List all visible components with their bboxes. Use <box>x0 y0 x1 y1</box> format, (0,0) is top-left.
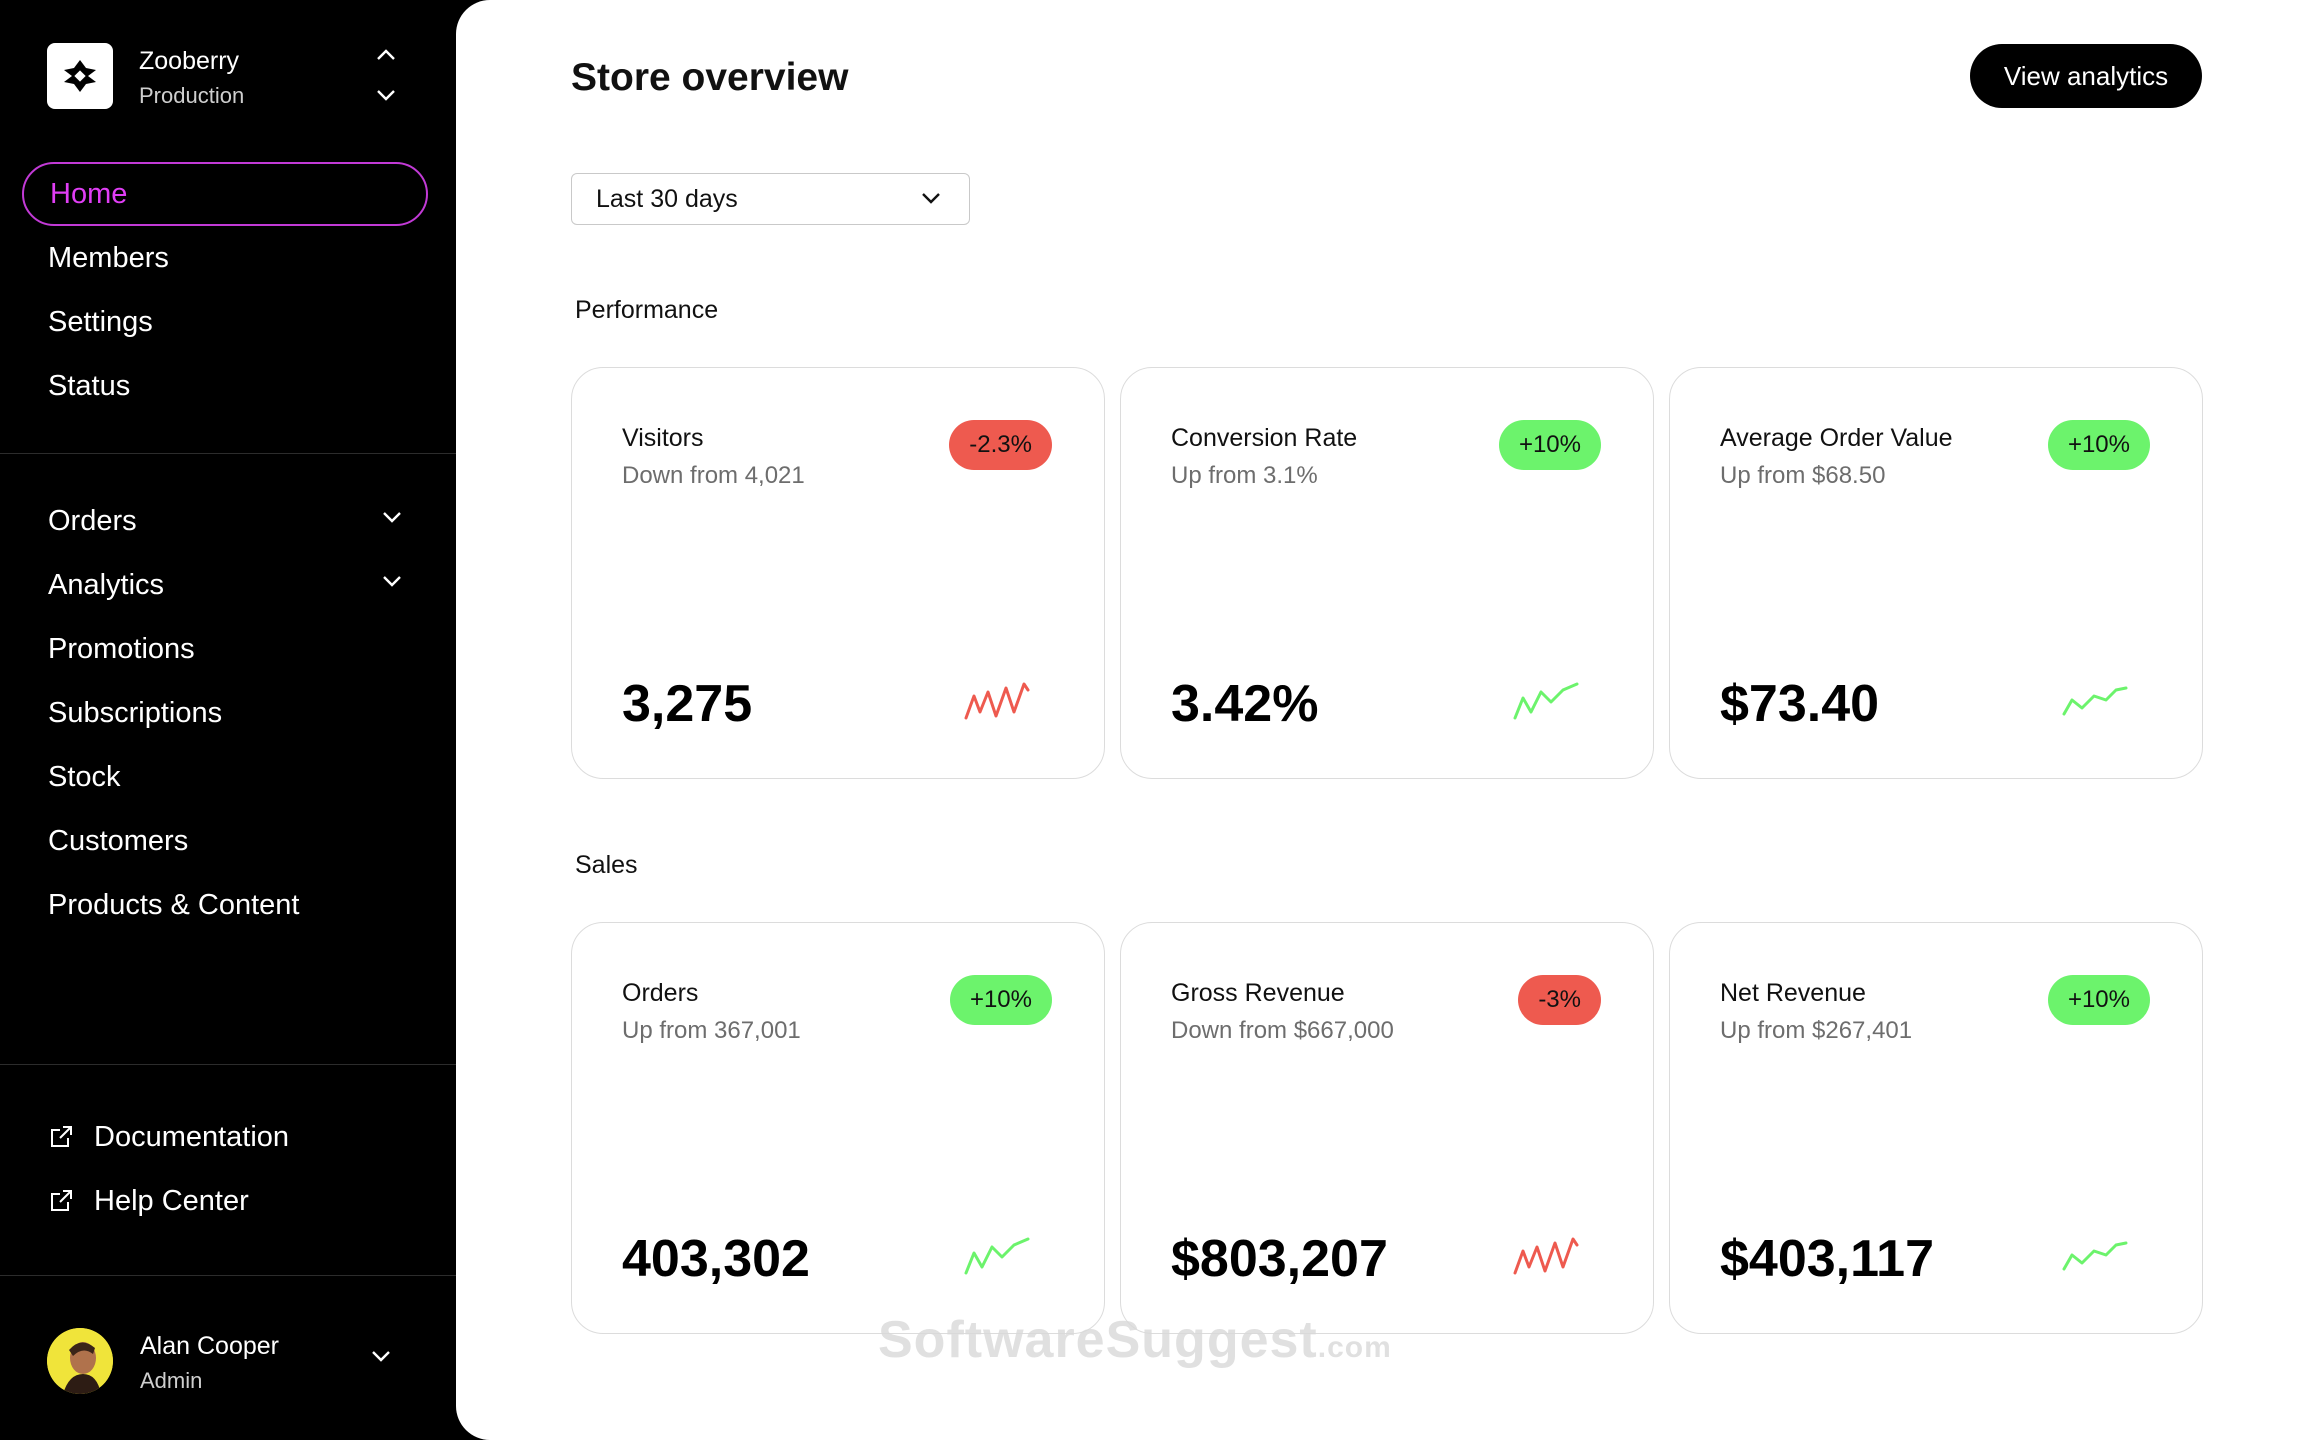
stat-card[interactable]: Gross Revenue Down from $667,000 -3% $80… <box>1120 922 1654 1334</box>
sidebar-item-status[interactable]: Status <box>22 354 428 418</box>
trend-badge: -3% <box>1518 975 1601 1025</box>
trend-badge: -2.3% <box>949 420 1052 470</box>
page-title: Store overview <box>571 56 849 99</box>
card-subtitle: Up from $267,401 <box>1720 1017 1913 1044</box>
sparkline-icon <box>964 1237 1030 1275</box>
card-title: Net Revenue <box>1720 979 1866 1007</box>
date-range-value: Last 30 days <box>596 184 738 213</box>
sidebar-item-label: Orders <box>48 504 137 537</box>
card-title: Gross Revenue <box>1171 979 1345 1007</box>
sidebar-item-products-content[interactable]: Products & Content <box>22 873 428 937</box>
date-range-select[interactable]: Last 30 days <box>571 173 970 225</box>
trend-badge: +10% <box>949 975 1052 1025</box>
watermark-brand: SoftwareSuggest <box>878 1311 1318 1369</box>
section-label-performance: Performance <box>575 296 719 324</box>
card-value: 403,302 <box>622 1230 810 1288</box>
sparkline-icon <box>2062 1241 2128 1271</box>
sidebar-item-label: Home <box>50 177 128 210</box>
card-value: $803,207 <box>1171 1230 1388 1288</box>
watermark: SoftwareSuggest.com <box>878 1310 1392 1370</box>
user-role: Admin <box>140 1368 203 1393</box>
card-title: Visitors <box>622 424 704 452</box>
external-link-icon <box>51 1126 72 1147</box>
sidebar-item-label: Analytics <box>48 568 165 601</box>
card-value: 3,275 <box>622 675 753 733</box>
sidebar-item-label: Subscriptions <box>48 696 223 729</box>
card-value: 3.42% <box>1171 675 1319 733</box>
external-nav: Documentation Help Center <box>22 1105 428 1233</box>
chevron-down-icon <box>372 1351 390 1362</box>
card-title: Conversion Rate <box>1171 424 1358 452</box>
card-subtitle: Down from $667,000 <box>1171 1017 1394 1044</box>
secondary-nav: Orders Analytics Promotions Subscription… <box>22 489 428 937</box>
card-title: Average Order Value <box>1720 424 1953 452</box>
sidebar-item-help-center[interactable]: Help Center <box>22 1169 428 1233</box>
sidebar-item-subscriptions[interactable]: Subscriptions <box>22 681 428 745</box>
sparkline-icon <box>1513 1237 1579 1275</box>
org-switcher[interactable]: Zooberry Production <box>47 43 407 111</box>
sidebar-divider <box>0 1064 456 1065</box>
user-name: Alan Cooper <box>140 1332 279 1360</box>
stat-card[interactable]: Visitors Down from 4,021 -2.3% 3,275 <box>571 367 1105 779</box>
stat-card[interactable]: Conversion Rate Up from 3.1% +10% 3.42% <box>1120 367 1654 779</box>
sidebar-item-orders[interactable]: Orders <box>22 489 428 553</box>
primary-nav: Home Members Settings Status <box>22 162 428 418</box>
watermark-suffix: .com <box>1317 1331 1392 1364</box>
org-environment: Production <box>139 83 245 108</box>
avatar <box>47 1328 113 1394</box>
card-value: $73.40 <box>1720 675 1880 733</box>
sidebar-item-settings[interactable]: Settings <box>22 290 428 354</box>
view-analytics-button[interactable]: View analytics <box>1970 44 2202 108</box>
sidebar-item-label: Members <box>48 241 169 274</box>
trend-badge: +10% <box>1498 420 1601 470</box>
org-name: Zooberry <box>139 47 240 75</box>
sidebar-item-label: Settings <box>48 305 153 338</box>
trend-badge: +10% <box>2047 975 2150 1025</box>
sidebar-item-promotions[interactable]: Promotions <box>22 617 428 681</box>
card-title: Orders <box>622 979 699 1007</box>
main-content: Store overview View analytics Last 30 da… <box>456 0 2304 1440</box>
sidebar-item-home[interactable]: Home <box>22 162 428 226</box>
stat-card[interactable]: Net Revenue Up from $267,401 +10% $403,1… <box>1669 922 2203 1334</box>
card-subtitle: Down from 4,021 <box>622 462 805 489</box>
sidebar-item-label: Products & Content <box>48 888 300 921</box>
card-subtitle: Up from 3.1% <box>1171 462 1318 489</box>
sidebar-item-label: Status <box>48 369 131 402</box>
sidebar-item-label: Promotions <box>48 632 195 665</box>
sparkline-icon <box>1513 682 1579 720</box>
user-menu[interactable]: Alan Cooper Admin <box>47 1328 407 1396</box>
card-subtitle: Up from $68.50 <box>1720 462 1886 489</box>
sidebar-divider <box>0 453 456 454</box>
external-link-icon <box>51 1190 72 1211</box>
card-subtitle: Up from 367,001 <box>622 1017 801 1044</box>
sidebar-item-label: Documentation <box>94 1120 290 1153</box>
sidebar-item-customers[interactable]: Customers <box>22 809 428 873</box>
sidebar-item-stock[interactable]: Stock <box>22 745 428 809</box>
chevron-down-icon <box>383 576 401 587</box>
sidebar: Zooberry Production Home Members Setting… <box>0 0 456 1440</box>
stat-card[interactable]: Orders Up from 367,001 +10% 403,302 <box>571 922 1105 1334</box>
trend-badge: +10% <box>2047 420 2150 470</box>
sparkline-icon <box>964 682 1030 720</box>
zooberry-logo <box>47 43 113 109</box>
chevron-down-icon <box>383 512 401 523</box>
section-label-sales: Sales <box>575 851 638 879</box>
sidebar-item-documentation[interactable]: Documentation <box>22 1105 428 1169</box>
stat-card[interactable]: Average Order Value Up from $68.50 +10% … <box>1669 367 2203 779</box>
sidebar-item-label: Customers <box>48 824 189 857</box>
sidebar-divider <box>0 1275 456 1276</box>
chevron-up-down-icon[interactable] <box>373 49 399 101</box>
sidebar-item-analytics[interactable]: Analytics <box>22 553 428 617</box>
sidebar-item-members[interactable]: Members <box>22 226 428 290</box>
sidebar-item-label: Help Center <box>94 1184 249 1217</box>
chevron-down-icon <box>922 193 940 204</box>
card-value: $403,117 <box>1720 1230 1935 1288</box>
sparkline-icon <box>2062 686 2128 716</box>
sidebar-item-label: Stock <box>48 760 121 793</box>
